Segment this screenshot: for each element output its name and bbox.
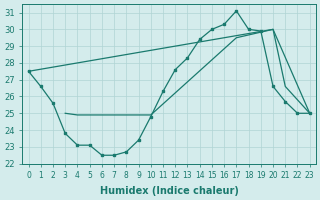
X-axis label: Humidex (Indice chaleur): Humidex (Indice chaleur) — [100, 186, 239, 196]
